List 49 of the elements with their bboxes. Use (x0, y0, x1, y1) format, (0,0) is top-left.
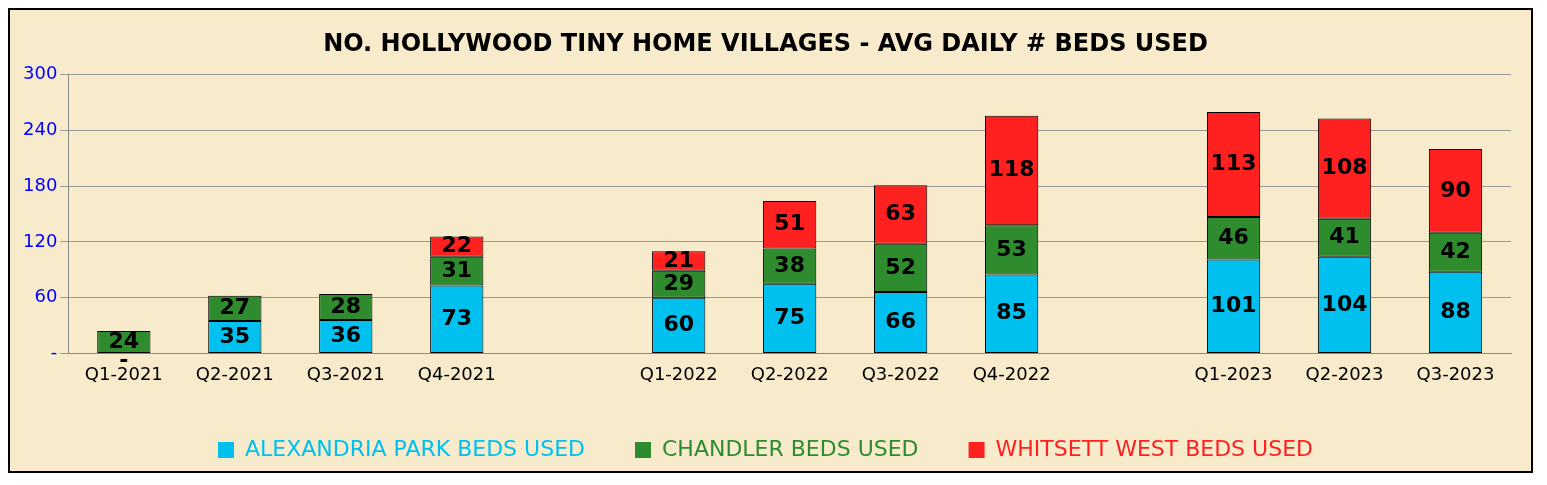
data-label: 24 (108, 327, 140, 353)
data-label: 108 (1321, 154, 1368, 180)
data-label: 63 (885, 200, 916, 226)
data-label: 35 (219, 322, 251, 348)
x-tick-label: Q2-2023 (1305, 362, 1384, 384)
data-label: 73 (441, 304, 473, 330)
y-tick-label: 300 (23, 62, 58, 84)
legend-label: WHITSETT WEST BEDS USED (995, 435, 1313, 461)
data-label: 21 (663, 246, 695, 272)
chart-title: NO. HOLLYWOOD TINY HOME VILLAGES - AVG DAILY # BEDS USED (323, 28, 1208, 57)
legend-label: CHANDLER BEDS USED (661, 435, 919, 461)
data-label: 42 (1440, 237, 1471, 263)
data-label: 104 (1321, 290, 1368, 316)
data-label: 101 (1210, 291, 1257, 317)
data-label: 60 (663, 311, 695, 337)
x-tick-label: Q3-2021 (306, 362, 385, 384)
data-label: 66 (885, 308, 916, 334)
data-label: 113 (1210, 150, 1257, 176)
data-label: 29 (663, 269, 695, 295)
data-label: 38 (774, 251, 805, 277)
y-tick-label: 120 (23, 229, 58, 251)
x-tick-label: Q1-2022 (639, 362, 718, 384)
x-tick-label: Q2-2022 (750, 362, 829, 384)
legend-label: ALEXANDRIA PARK BEDS USED (245, 435, 585, 461)
x-tick-label: Q4-2022 (972, 362, 1051, 384)
data-label: 36 (330, 322, 362, 348)
data-label: 52 (885, 253, 916, 279)
x-tick-label: Q2-2021 (195, 362, 274, 384)
data-label: 53 (996, 235, 1027, 261)
data-label: 85 (996, 299, 1027, 325)
y-tick-label: 180 (23, 173, 58, 195)
data-label: 27 (219, 294, 251, 320)
x-tick-label: Q4-2021 (417, 362, 496, 384)
data-label: 46 (1218, 223, 1249, 249)
data-label: 41 (1329, 223, 1360, 249)
data-label: 51 (774, 210, 805, 236)
data-label: 88 (1440, 298, 1471, 324)
y-tick-label: 60 (34, 285, 58, 307)
x-tick-label: Q3-2022 (861, 362, 940, 384)
y-tick-label: - (50, 341, 58, 363)
data-label: 28 (330, 292, 362, 318)
data-label: 31 (441, 256, 473, 282)
data-label: 75 (774, 304, 805, 330)
y-tick-label: 240 (23, 118, 58, 140)
data-label: 90 (1440, 176, 1471, 202)
data-label: 118 (988, 156, 1035, 182)
x-tick-label: Q3-2023 (1416, 362, 1495, 384)
x-tick-label: Q1-2023 (1194, 362, 1273, 384)
data-label: 22 (441, 232, 473, 258)
